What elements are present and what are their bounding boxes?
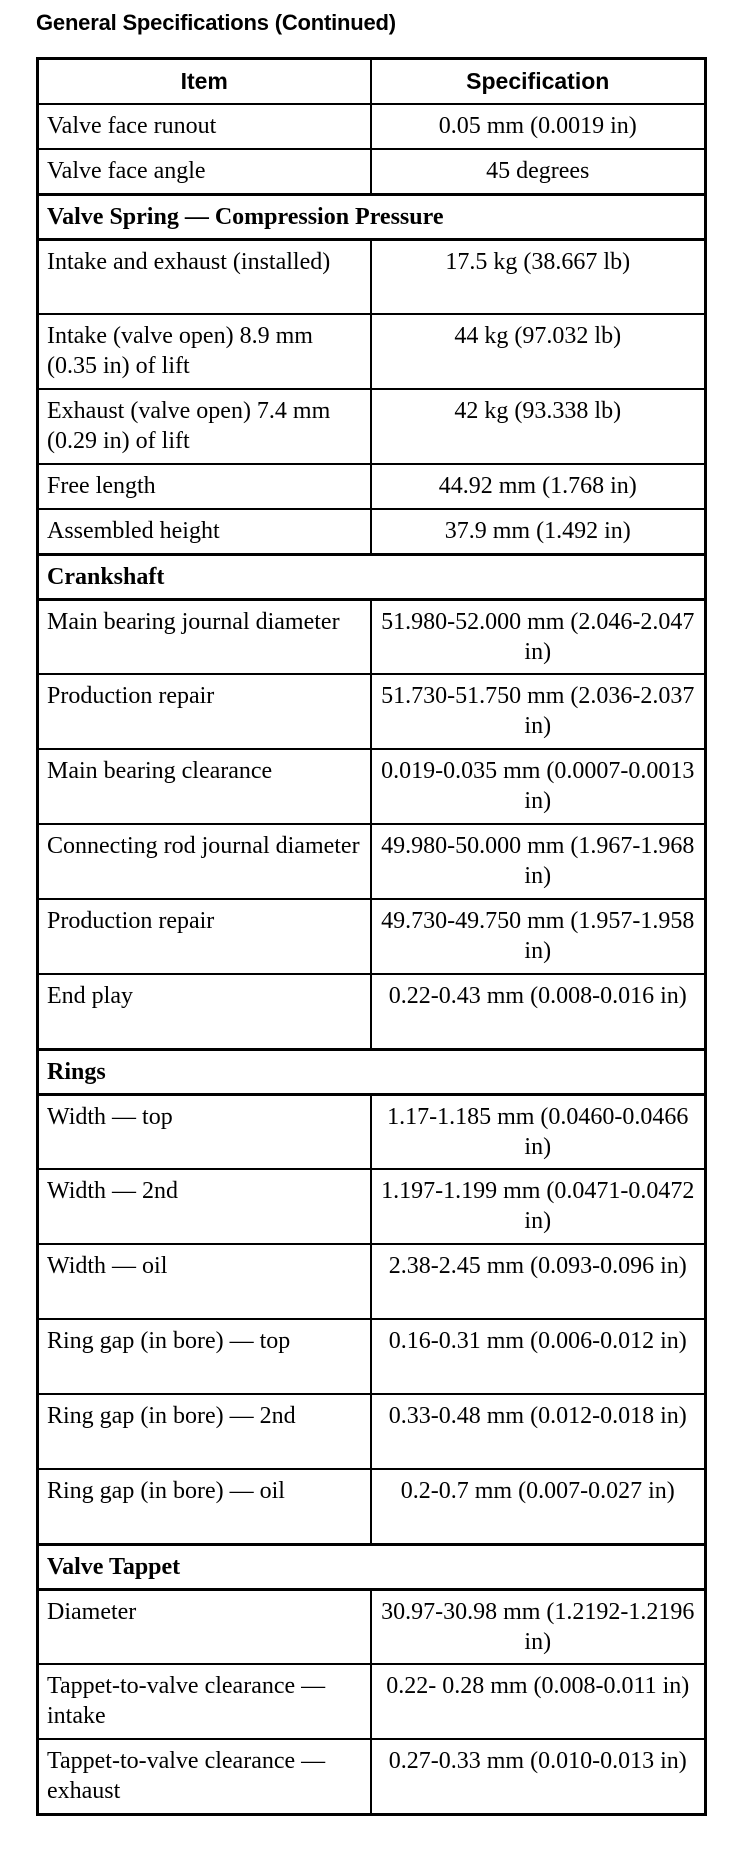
table-row: Tappet-to-valve clearance — exhaust 0.27-… (36, 1738, 707, 1815)
column-header-specification: Specification (369, 57, 707, 105)
section-title: Valve Tappet (36, 1542, 707, 1591)
table-row: Intake and exhaust (installed) 17.5 kg (3… (36, 238, 707, 315)
table-row: Width — 2nd 1.197-1.199 mm (0.0471-0.0472… (36, 1168, 707, 1245)
item-cell: Ring gap (in bore) — 2nd (36, 1393, 372, 1470)
table-row: Ring gap (in bore) — 2nd 0.33-0.48 mm (0.… (36, 1393, 707, 1470)
item-cell: Production repair (36, 673, 372, 750)
section-row: Valve Spring — Compression Pressure (36, 192, 707, 241)
specification-cell: 0.16-0.31 mm (0.006-0.012 in) (369, 1318, 707, 1395)
item-cell: End play (36, 973, 372, 1050)
section-title: Valve Spring — Compression Pressure (36, 192, 707, 241)
table-row: Production repair 51.730-51.750 mm (2.036… (36, 673, 707, 750)
table-row: Width — oil 2.38-2.45 mm (0.093-0.096 in) (36, 1243, 707, 1320)
specification-cell: 44 kg (97.032 lb) (369, 313, 707, 390)
table-header-row: Item Specification (36, 57, 707, 105)
table-row: Diameter 30.97-30.98 mm (1.2192-1.2196 in… (36, 1588, 707, 1665)
specification-cell: 44.92 mm (1.768 in) (369, 463, 707, 510)
section-row: Rings (36, 1047, 707, 1096)
specification-cell: 37.9 mm (1.492 in) (369, 508, 707, 555)
item-cell: Width — top (36, 1093, 372, 1170)
specification-cell: 0.22- 0.28 mm (0.008-0.011 in) (369, 1663, 707, 1740)
item-cell: Free length (36, 463, 372, 510)
specification-cell: 51.730-51.750 mm (2.036-2.037 in) (369, 673, 707, 750)
section-title: Crankshaft (36, 552, 707, 601)
table-row: Valve face runout 0.05 mm (0.0019 in) (36, 103, 707, 150)
column-header-item: Item (36, 57, 372, 105)
section-row: Crankshaft (36, 552, 707, 601)
table-row: Width — top 1.17-1.185 mm (0.0460-0.0466 … (36, 1093, 707, 1170)
table-row: Tappet-to-valve clearance — intake 0.22- … (36, 1663, 707, 1740)
specification-cell: 45 degrees (369, 148, 707, 195)
item-cell: Width — oil (36, 1243, 372, 1320)
item-cell: Valve face runout (36, 103, 372, 150)
item-cell: Production repair (36, 898, 372, 975)
section-row: Valve Tappet (36, 1542, 707, 1591)
specifications-table: Item Specification Valve face runout 0.05… (36, 57, 707, 1816)
table-row: Main bearing clearance 0.019-0.035 mm (0.… (36, 748, 707, 825)
specification-cell: 42 kg (93.338 lb) (369, 388, 707, 465)
specification-cell: 0.22-0.43 mm (0.008-0.016 in) (369, 973, 707, 1050)
specification-cell: 1.17-1.185 mm (0.0460-0.0466 in) (369, 1093, 707, 1170)
specification-cell: 49.980-50.000 mm (1.967-1.968 in) (369, 823, 707, 900)
table-row: Intake (valve open) 8.9 mm (0.35 in) of … (36, 313, 707, 390)
item-cell: Assembled height (36, 508, 372, 555)
table-row: Assembled height 37.9 mm (1.492 in) (36, 508, 707, 555)
table-row: Valve face angle 45 degrees (36, 148, 707, 195)
table-row: Exhaust (valve open) 7.4 mm (0.29 in) of… (36, 388, 707, 465)
table-row: Free length 44.92 mm (1.768 in) (36, 463, 707, 510)
specification-cell: 0.33-0.48 mm (0.012-0.018 in) (369, 1393, 707, 1470)
table-row: Ring gap (in bore) — top 0.16-0.31 mm (0.… (36, 1318, 707, 1395)
item-cell: Width — 2nd (36, 1168, 372, 1245)
item-cell: Tappet-to-valve clearance — exhaust (36, 1738, 372, 1815)
table-row: Ring gap (in bore) — oil 0.2-0.7 mm (0.00… (36, 1468, 707, 1545)
page-title: General Specifications (Continued) (36, 10, 396, 35)
specification-cell: 0.019-0.035 mm (0.0007-0.0013 in) (369, 748, 707, 825)
item-cell: Intake and exhaust (installed) (36, 238, 372, 315)
table-row: Connecting rod journal diameter 49.980-50… (36, 823, 707, 900)
specification-cell: 0.2-0.7 mm (0.007-0.027 in) (369, 1468, 707, 1545)
specification-cell: 51.980-52.000 mm (2.046-2.047 in) (369, 598, 707, 675)
table-body: Valve face runout 0.05 mm (0.0019 in) Valv… (36, 103, 707, 1815)
item-cell: Valve face angle (36, 148, 372, 195)
table-row: Main bearing journal diameter 51.980-52.0… (36, 598, 707, 675)
section-title: Rings (36, 1047, 707, 1096)
item-cell: Ring gap (in bore) — top (36, 1318, 372, 1395)
specification-cell: 2.38-2.45 mm (0.093-0.096 in) (369, 1243, 707, 1320)
item-cell: Intake (valve open) 8.9 mm (0.35 in) of … (36, 313, 372, 390)
specification-cell: 0.27-0.33 mm (0.010-0.013 in) (369, 1738, 707, 1815)
item-cell: Diameter (36, 1588, 372, 1665)
specification-cell: 17.5 kg (38.667 lb) (369, 238, 707, 315)
item-cell: Tappet-to-valve clearance — intake (36, 1663, 372, 1740)
item-cell: Main bearing clearance (36, 748, 372, 825)
item-cell: Main bearing journal diameter (36, 598, 372, 675)
specification-cell: 0.05 mm (0.0019 in) (369, 103, 707, 150)
item-cell: Ring gap (in bore) — oil (36, 1468, 372, 1545)
specification-cell: 49.730-49.750 mm (1.957-1.958 in) (369, 898, 707, 975)
table-row: Production repair 49.730-49.750 mm (1.957… (36, 898, 707, 975)
table-row: End play 0.22-0.43 mm (0.008-0.016 in) (36, 973, 707, 1050)
specification-cell: 1.197-1.199 mm (0.0471-0.0472 in) (369, 1168, 707, 1245)
specification-cell: 30.97-30.98 mm (1.2192-1.2196 in) (369, 1588, 707, 1665)
item-cell: Connecting rod journal diameter (36, 823, 372, 900)
item-cell: Exhaust (valve open) 7.4 mm (0.29 in) of… (36, 388, 372, 465)
